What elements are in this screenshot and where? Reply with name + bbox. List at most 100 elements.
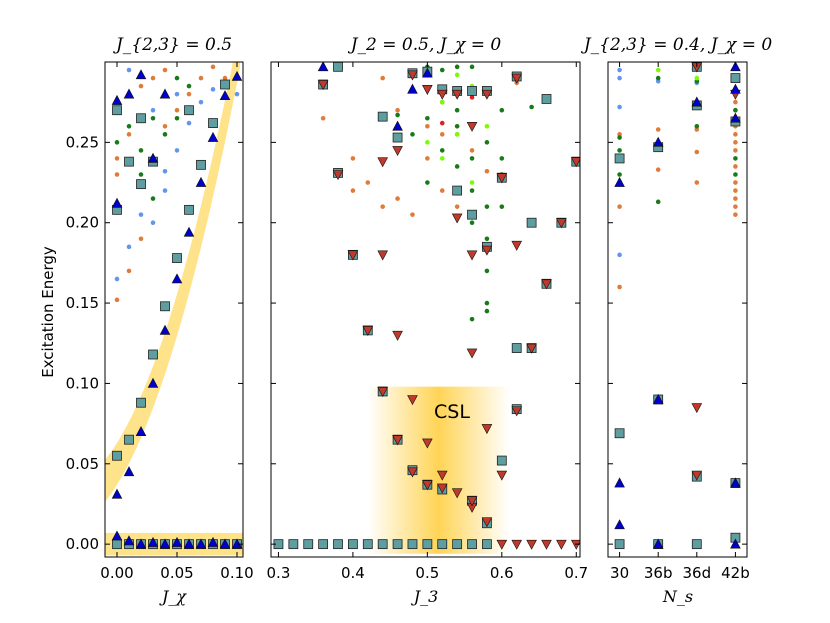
data-point xyxy=(395,196,400,201)
data-point-square xyxy=(220,79,230,90)
data-point-triangle-up xyxy=(207,131,219,142)
data-point-square xyxy=(348,539,358,550)
data-point-triangle-up xyxy=(195,538,207,549)
data-point-square xyxy=(172,253,182,263)
data-point xyxy=(454,123,460,129)
data-point-square xyxy=(112,105,122,116)
data-point xyxy=(114,297,120,303)
data-point xyxy=(733,212,738,217)
data-point-triangle-up xyxy=(219,90,231,101)
data-point xyxy=(655,67,661,73)
data-point-triangle-up xyxy=(219,538,231,549)
data-point-square xyxy=(377,111,388,122)
data-point-triangle-up xyxy=(123,466,135,477)
y-tick-label: 0.05 xyxy=(66,455,99,473)
data-point xyxy=(484,140,490,145)
data-point xyxy=(114,140,120,145)
data-point-triangle-down xyxy=(541,539,552,550)
data-point-triangle-down xyxy=(481,245,493,256)
panel-ns-title: J_{2,3} = 0.4, J_χ = 0 xyxy=(581,35,773,55)
data-point-square xyxy=(467,209,477,220)
data-point-triangle-up xyxy=(159,324,171,335)
panel-ns-frame xyxy=(607,61,748,558)
data-point-triangle-up xyxy=(111,94,123,105)
data-point-triangle-down xyxy=(332,170,344,181)
data-point xyxy=(425,180,430,185)
data-point xyxy=(469,180,475,185)
data-point-triangle-up xyxy=(111,488,123,499)
data-point-triangle-up xyxy=(123,88,135,99)
data-point-triangle-down xyxy=(511,240,523,251)
panel-jchi: J_{2,3} = 0.5 J_χ 0.00 0.05 0.10 0.00 0.05 0.… xyxy=(66,35,254,606)
data-point-square xyxy=(303,539,314,550)
data-point-triangle-up xyxy=(652,538,664,549)
data-point-triangle-down xyxy=(347,250,359,261)
data-point-square xyxy=(136,113,146,124)
data-point-triangle-down xyxy=(451,89,463,100)
data-point-triangle-up xyxy=(207,536,219,547)
data-point-square xyxy=(196,159,206,170)
data-point-triangle-down xyxy=(526,539,537,550)
data-point xyxy=(380,204,385,209)
data-point-square xyxy=(407,539,418,550)
data-point xyxy=(733,196,738,201)
data-point xyxy=(150,196,156,201)
y-tick-label: 0.00 xyxy=(66,535,99,553)
data-point-triangle-down xyxy=(362,326,374,337)
x-tick-label: 0.6 xyxy=(490,564,514,582)
data-point xyxy=(380,75,385,81)
data-point-triangle-up xyxy=(195,176,207,187)
data-point-square xyxy=(136,397,146,408)
data-point xyxy=(150,220,156,226)
data-point-square xyxy=(614,539,625,550)
data-point-square xyxy=(160,301,170,312)
data-point xyxy=(469,64,475,70)
data-point xyxy=(350,156,356,161)
data-point-square xyxy=(124,156,134,167)
data-point-triangle-down xyxy=(496,539,508,550)
data-point xyxy=(617,104,622,110)
data-point xyxy=(733,180,738,185)
data-point-triangle-down xyxy=(526,343,537,354)
data-point xyxy=(617,284,622,290)
data-point-triangle-down xyxy=(436,483,448,494)
data-point xyxy=(126,244,132,250)
data-point-triangle-down xyxy=(407,467,418,478)
data-point xyxy=(439,99,445,105)
data-point xyxy=(174,148,180,153)
data-point xyxy=(655,199,661,205)
data-point xyxy=(484,123,490,129)
data-point-square xyxy=(362,539,373,550)
data-point-triangle-down xyxy=(556,218,567,229)
data-point xyxy=(162,123,168,129)
data-point xyxy=(733,107,738,113)
data-point xyxy=(733,148,738,153)
data-point xyxy=(454,132,460,137)
data-point-square xyxy=(208,118,218,128)
data-point xyxy=(138,212,144,217)
data-point-triangle-up xyxy=(730,538,741,549)
data-point xyxy=(138,172,144,177)
data-point-square xyxy=(452,185,463,196)
data-point xyxy=(454,204,460,209)
data-point-triangle-down xyxy=(556,539,567,550)
data-point xyxy=(425,140,430,145)
data-point xyxy=(439,67,445,73)
data-point-square xyxy=(184,105,194,116)
y-tick-label: 0.15 xyxy=(66,294,99,312)
data-point-triangle-up xyxy=(111,530,123,541)
data-point xyxy=(484,168,490,174)
data-point-square xyxy=(437,539,448,550)
data-point xyxy=(114,276,120,282)
data-point-triangle-down xyxy=(541,279,552,290)
data-point xyxy=(126,132,132,137)
data-point-triangle-up xyxy=(111,197,123,208)
data-point-triangle-down xyxy=(511,73,523,84)
x-tick-label: 0.00 xyxy=(100,564,133,582)
panel-j3: J_2 = 0.5, J_χ = 0 J_3 0.3 0.4 0.5 0.6 0.7 C… xyxy=(267,35,589,606)
data-point-triangle-up xyxy=(730,477,741,488)
data-point xyxy=(484,268,490,274)
data-point-triangle-down xyxy=(691,403,703,414)
data-point-square xyxy=(482,539,492,550)
data-point-triangle-down xyxy=(377,387,388,398)
